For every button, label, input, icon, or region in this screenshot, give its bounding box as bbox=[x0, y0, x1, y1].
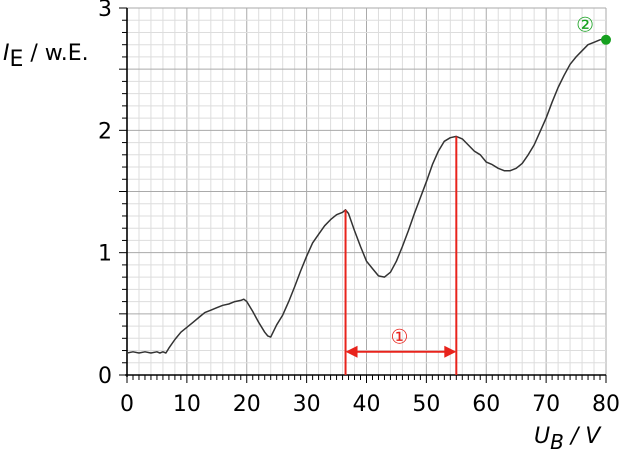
x-tick-label: 70 bbox=[532, 392, 560, 417]
x-tick-label: 10 bbox=[173, 392, 201, 417]
series-layer bbox=[126, 37, 607, 354]
series-line bbox=[126, 37, 607, 354]
y-tick-label: 2 bbox=[98, 119, 112, 144]
y-tick-label: 3 bbox=[98, 0, 112, 22]
x-tick-label: 20 bbox=[233, 392, 261, 417]
x-tick-label: 50 bbox=[412, 392, 440, 417]
grid bbox=[126, 7, 607, 376]
y-tick-labels: 0 1 2 3 bbox=[98, 0, 112, 389]
annotation-label: ② bbox=[576, 13, 594, 37]
x-tick-labels: 0 10 20 30 40 50 60 70 80 bbox=[120, 392, 620, 417]
annotation-label: ① bbox=[390, 325, 408, 349]
interval-arrow-head-right bbox=[444, 345, 457, 358]
end-point bbox=[601, 34, 611, 45]
y-tick-label: 0 bbox=[98, 364, 112, 389]
x-axis-title: UB / V bbox=[534, 424, 602, 454]
x-tick-label: 40 bbox=[353, 392, 381, 417]
annotation-layer: ①② bbox=[390, 13, 594, 349]
x-tick-label: 0 bbox=[120, 392, 134, 417]
x-tick-label: 80 bbox=[592, 392, 620, 417]
y-tick-label: 1 bbox=[98, 242, 112, 267]
axes bbox=[119, 7, 607, 383]
y-axis-title: IE / w.E. bbox=[3, 41, 89, 72]
interval-arrow-head-left bbox=[345, 345, 358, 358]
marker-layer bbox=[344, 34, 611, 375]
x-tick-label: 30 bbox=[293, 392, 321, 417]
x-tick-label: 60 bbox=[472, 392, 500, 417]
